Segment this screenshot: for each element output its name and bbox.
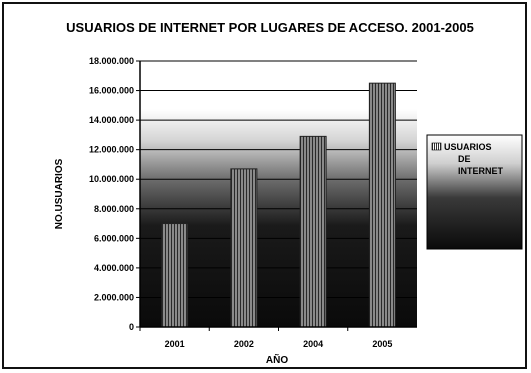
x-axis-label: AÑO [266, 353, 288, 366]
x-tick-label: 2002 [234, 339, 254, 349]
legend-swatch [431, 142, 442, 151]
bar-2004 [299, 135, 327, 328]
y-axis-ticks: 0 2.000.000 4.000.000 6.000.000 8.000.000 10.… [89, 56, 140, 332]
x-tick-label: 2004 [303, 339, 323, 349]
bar-2001 [161, 223, 189, 328]
y-tick-label: 4.000.000 [94, 263, 134, 273]
x-axis-ticks: 2001 2002 2004 2005 [139, 327, 392, 349]
bar-2005 [368, 82, 396, 328]
y-tick-label: 12.000.000 [89, 145, 134, 155]
y-tick-label: 16.000.000 [89, 86, 134, 96]
x-tick-label: 2005 [372, 339, 392, 349]
x-tick-label: 2001 [165, 339, 185, 349]
y-tick-label: 6.000.000 [94, 233, 134, 243]
y-tick-label: 0 [129, 322, 134, 332]
legend-label: USUARIOS DE INTERNET [444, 142, 504, 176]
legend: USUARIOS DE INTERNET [426, 134, 523, 250]
y-tick-label: 2.000.000 [94, 292, 134, 302]
y-tick-label: 18.000.000 [89, 56, 134, 66]
bar-2002 [230, 168, 258, 328]
chart-title: USUARIOS DE INTERNET POR LUGARES DE ACCE… [66, 20, 474, 35]
y-tick-label: 14.000.000 [89, 115, 134, 125]
y-axis-label: NO.USUARIOS [54, 158, 65, 229]
bars [161, 82, 396, 328]
y-tick-label: 10.000.000 [89, 174, 134, 184]
y-tick-label: 8.000.000 [94, 204, 134, 214]
legend-box [426, 134, 523, 250]
